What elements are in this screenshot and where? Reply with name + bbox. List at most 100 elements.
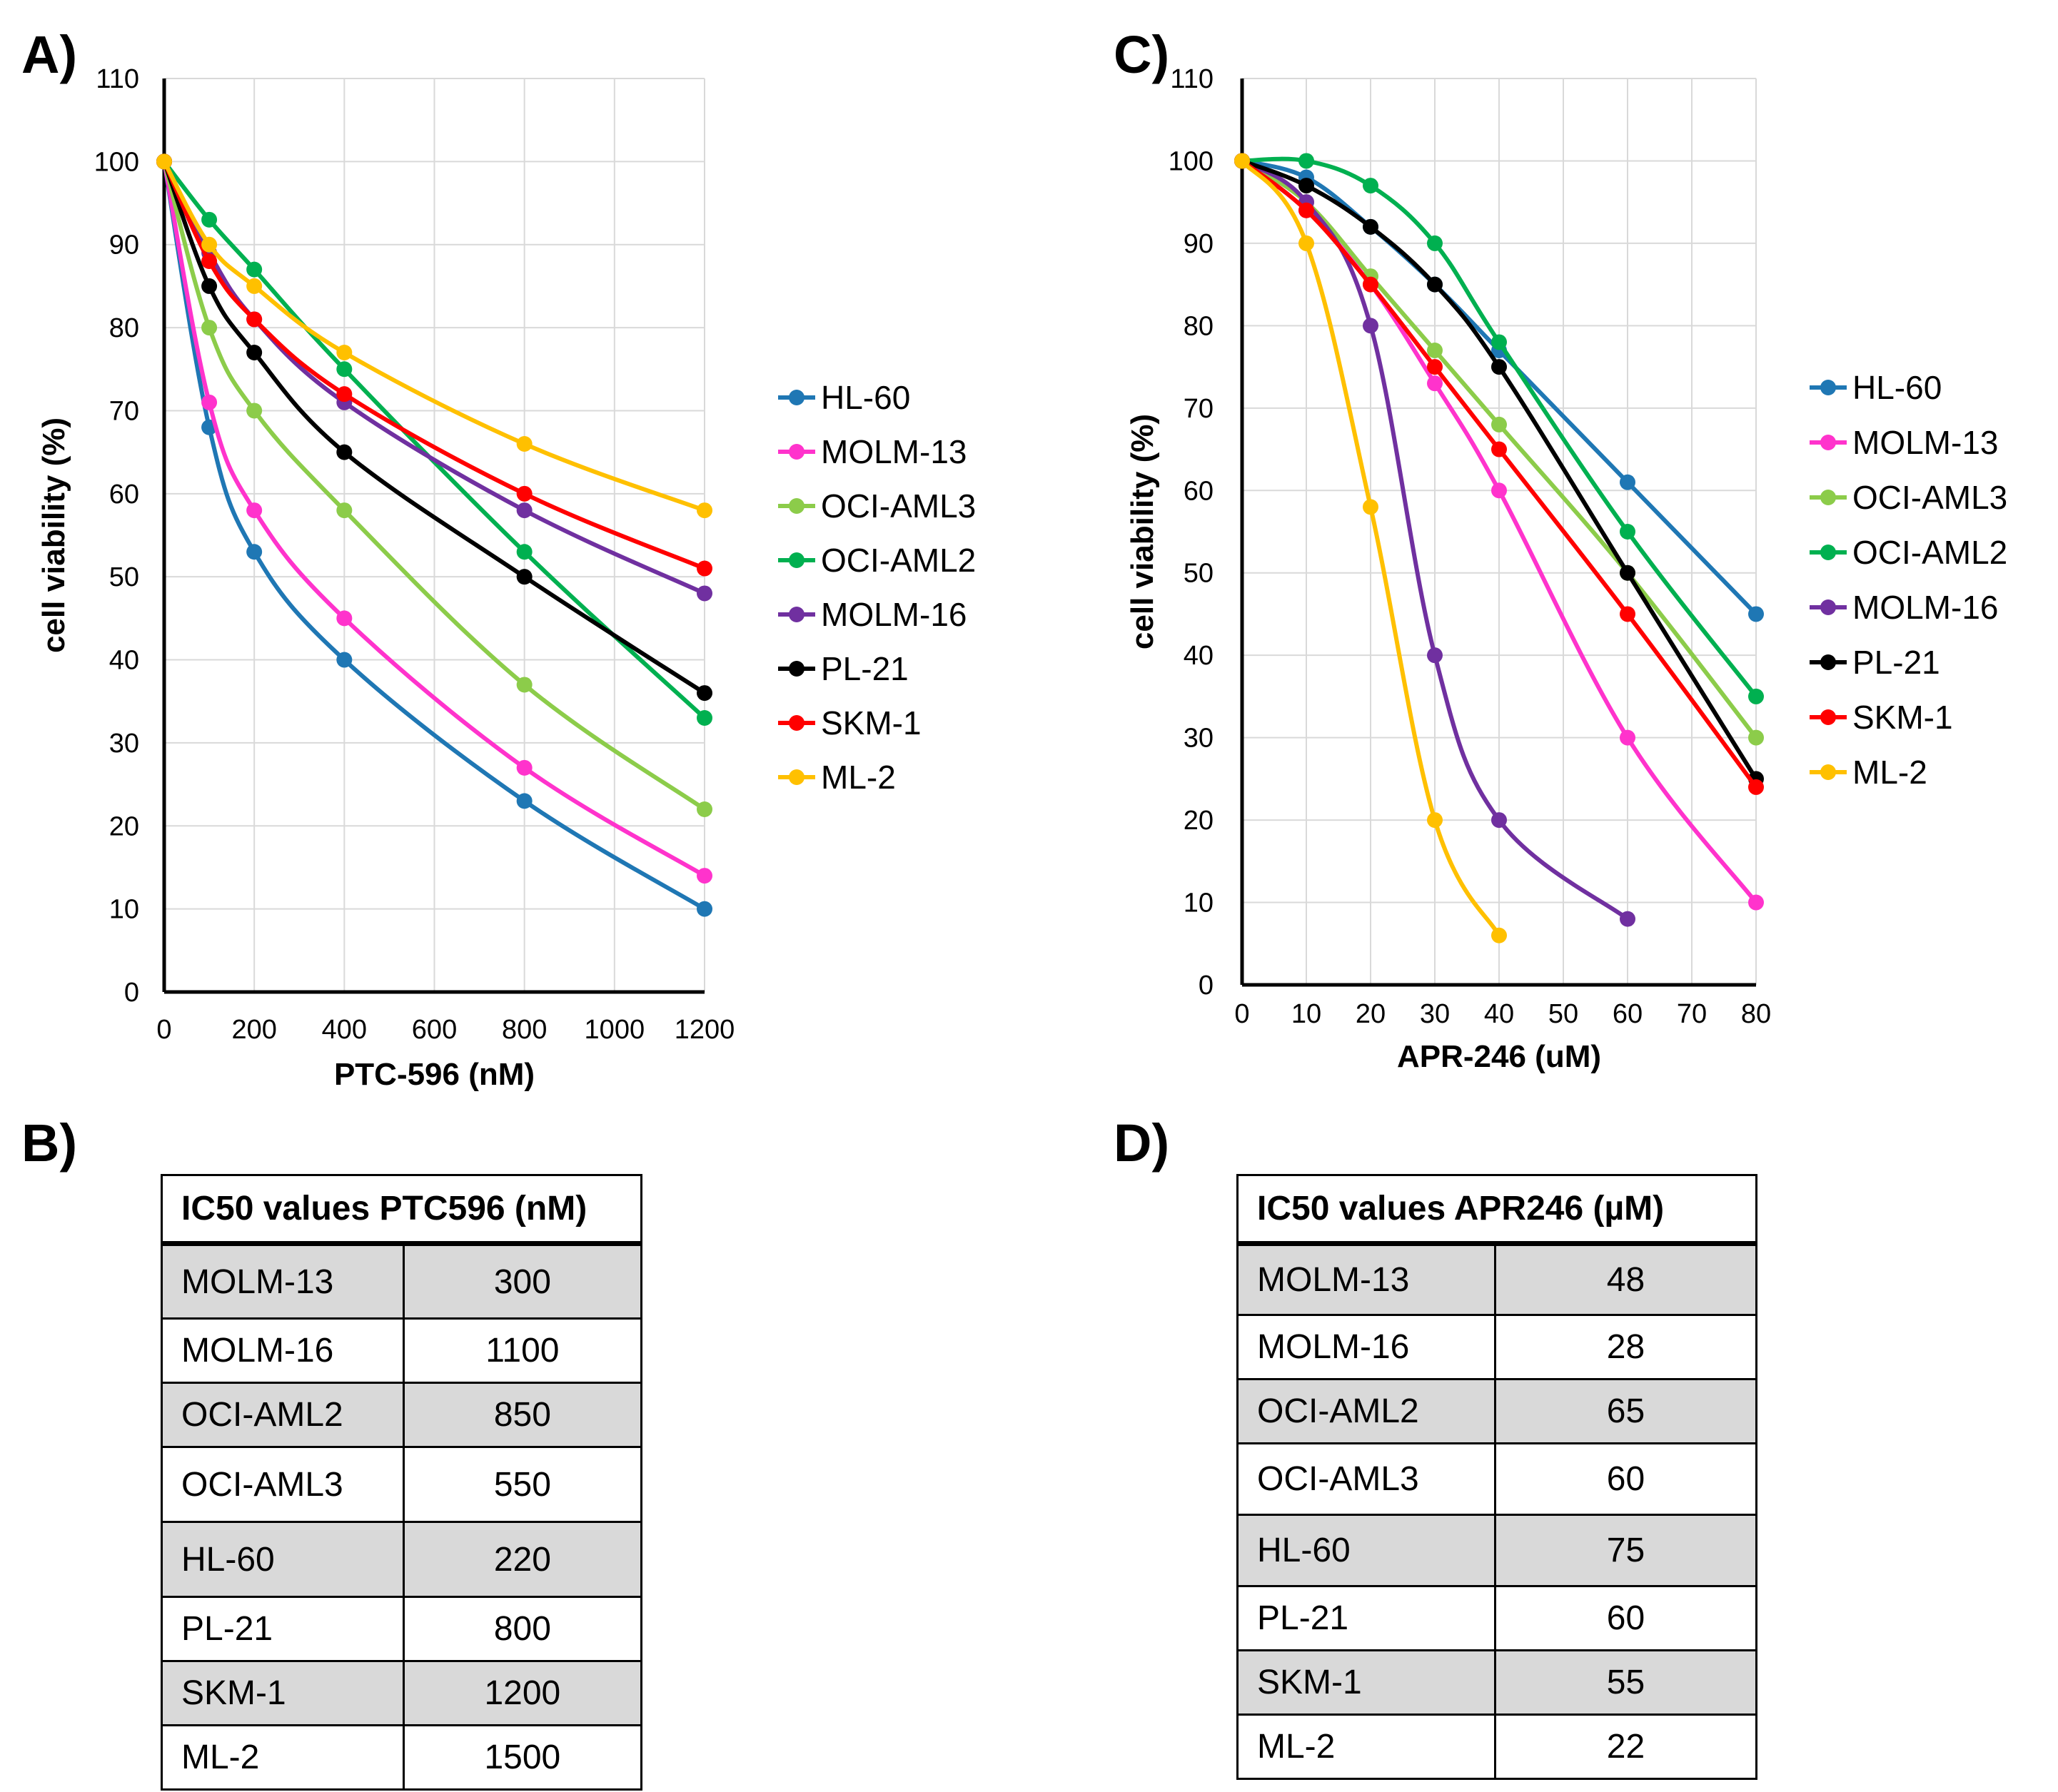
y-tick-label: 80: [1184, 311, 1214, 341]
data-point: [1491, 812, 1507, 829]
ic50-value: 1500: [402, 1724, 643, 1791]
data-point: [1491, 334, 1507, 350]
data-point: [1298, 235, 1314, 251]
x-tick-label: 60: [1613, 999, 1643, 1029]
panel-label-d: D): [1114, 1113, 1170, 1173]
data-point: [246, 544, 263, 560]
cell-line-name: SKM-1: [1236, 1649, 1496, 1716]
y-tick-label: 110: [96, 64, 139, 94]
table-row: MOLM-13 48: [1236, 1242, 1758, 1316]
ic50-value: 22: [1493, 1713, 1758, 1780]
x-tick-label: 80: [1741, 999, 1771, 1029]
data-point: [697, 801, 712, 817]
data-point: [697, 585, 712, 602]
x-tick-label: 200: [231, 1015, 276, 1045]
ic50-value: 1100: [402, 1317, 643, 1384]
x-tick-label: 0: [1234, 999, 1249, 1029]
cell-line-name: HL-60: [1236, 1514, 1496, 1587]
ic50-value: 220: [402, 1521, 643, 1598]
data-point: [336, 386, 353, 403]
x-tick-label: 800: [502, 1015, 547, 1045]
legend-swatch-marker: [789, 390, 804, 405]
data-point: [336, 610, 353, 627]
table-row: HL-60 220: [161, 1521, 643, 1598]
legend-swatch-marker: [1820, 709, 1836, 725]
legend-label: OCI-AML3: [821, 487, 976, 525]
data-point: [1491, 416, 1507, 432]
data-point: [516, 485, 533, 502]
legend-swatch-marker: [789, 661, 804, 677]
data-point: [1620, 606, 1635, 622]
y-tick-label: 110: [1170, 64, 1214, 94]
data-point: [697, 710, 712, 726]
data-point: [246, 403, 263, 419]
legend-label: MOLM-16: [1852, 589, 1998, 626]
y-tick-label: 70: [1184, 394, 1214, 424]
data-point: [516, 436, 533, 452]
ic50-value: 65: [1493, 1378, 1758, 1444]
panel-label-b: B): [21, 1113, 78, 1173]
y-tick-label: 90: [109, 231, 139, 260]
cell-line-name: OCI-AML3: [1236, 1442, 1496, 1516]
data-point: [516, 793, 533, 809]
data-point: [1427, 276, 1443, 293]
data-point: [516, 759, 533, 776]
data-point: [1427, 359, 1443, 375]
series-line-molm-13: [162, 159, 707, 879]
ic50-table-ptc596: IC50 values PTC596 (nM) MOLM-13 300 MOLM-1…: [161, 1174, 643, 1791]
cell-line-name: OCI-AML2: [1236, 1378, 1496, 1444]
data-point: [1620, 729, 1635, 746]
legend-swatch-marker: [1820, 764, 1836, 780]
data-point: [1298, 202, 1314, 218]
cell-line-name: PL-21: [161, 1596, 405, 1662]
x-tick-label: 400: [322, 1015, 367, 1045]
chart-a-viability-ptc596: 0 200 400 600 800 1000 1200 0 10 20 30 40 50 60 70 80 90…: [36, 64, 976, 1092]
table-row: OCI-AML2 850: [161, 1382, 643, 1448]
data-point: [201, 278, 218, 294]
y-tick-label: 70: [109, 396, 139, 426]
legend-label: MOLM-13: [1852, 424, 1998, 461]
data-point: [1620, 474, 1635, 490]
table-row: MOLM-16 1100: [161, 1317, 643, 1384]
cell-line-name: HL-60: [161, 1521, 405, 1598]
data-point: [1491, 482, 1507, 499]
legend-label: ML-2: [1852, 754, 1927, 791]
data-point: [1748, 606, 1764, 622]
legend-label: ML-2: [821, 759, 896, 796]
ic50-value: 48: [1493, 1242, 1758, 1316]
ic50-value: 75: [1493, 1514, 1758, 1587]
series-line-oci-aml3: [162, 159, 707, 811]
ic50-value: 800: [402, 1596, 643, 1662]
ic50-value: 300: [402, 1242, 643, 1320]
legend-label: HL-60: [1852, 369, 1942, 406]
legend-swatch-marker: [1820, 490, 1836, 505]
x-axis-title: APR-246 (uM): [1397, 1039, 1601, 1074]
data-point: [201, 320, 218, 336]
cell-line-name: ML-2: [1236, 1713, 1496, 1780]
data-point: [1748, 894, 1764, 911]
data-point: [1748, 688, 1764, 704]
table-row: ML-2 22: [1236, 1713, 1758, 1780]
cell-line-name: OCI-AML2: [161, 1382, 405, 1448]
y-tick-label: 10: [109, 895, 139, 925]
data-point: [336, 361, 353, 378]
data-point: [697, 560, 712, 577]
table-row: SKM-1 1200: [161, 1660, 643, 1726]
data-point: [697, 685, 712, 702]
y-tick-label: 0: [124, 978, 139, 1008]
x-tick-label: 1000: [585, 1015, 645, 1045]
y-tick-label: 50: [1184, 559, 1214, 589]
data-point: [1427, 812, 1443, 829]
y-tick-label: 100: [94, 147, 139, 177]
data-point: [336, 652, 353, 668]
series-line-pl-21: [1240, 158, 1758, 781]
data-point: [516, 544, 533, 560]
data-point: [201, 394, 218, 410]
legend-swatch-marker: [1820, 654, 1836, 670]
cell-line-name: ML-2: [161, 1724, 405, 1791]
x-tick-label: 0: [156, 1015, 171, 1045]
ic50-table-header: IC50 values PTC596 (nM): [161, 1174, 642, 1246]
ic50-value: 55: [1493, 1649, 1758, 1716]
data-point: [246, 311, 263, 328]
x-tick-label: 70: [1677, 999, 1707, 1029]
